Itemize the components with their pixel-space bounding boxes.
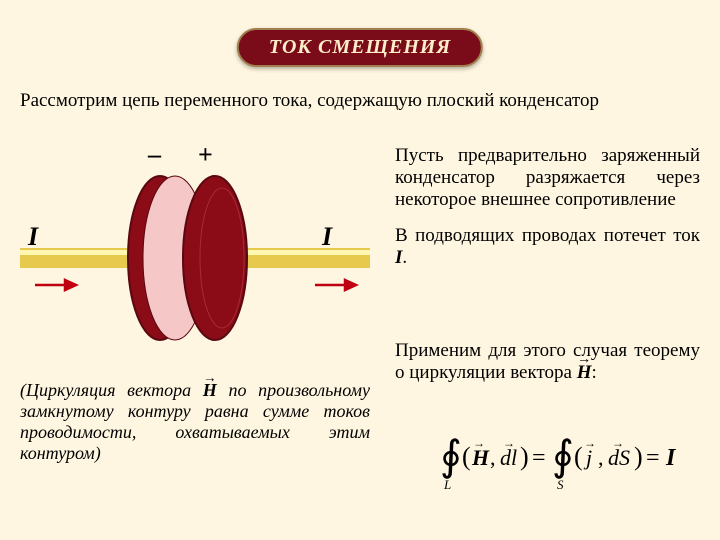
svg-text:): ) — [520, 442, 529, 471]
svg-text:L: L — [443, 477, 451, 492]
svg-text:): ) — [634, 442, 643, 471]
slide-title: ТОК СМЕЩЕНИЯ — [237, 28, 483, 67]
svg-text:∮: ∮ — [440, 434, 462, 480]
capacitor-svg — [20, 140, 370, 360]
svg-text:I: I — [665, 445, 677, 471]
minus-sign: – — [148, 140, 161, 170]
circulation-note: (Циркуляция вектора H по произвольному з… — [20, 380, 370, 464]
svg-text:(: ( — [574, 442, 583, 471]
current-label-left: I — [28, 222, 38, 252]
circ-a: (Циркуляция вектора — [20, 380, 203, 400]
vector-h-1: H — [203, 380, 217, 401]
right-p2-b: . — [402, 247, 407, 268]
plus-sign: + — [198, 140, 213, 170]
right-p2: В подводящих проводах потечет ток I. — [395, 225, 700, 269]
right-p1: Пусть предварительно заряженный конденса… — [395, 145, 700, 211]
svg-text:,: , — [490, 445, 496, 470]
svg-text:=: = — [646, 445, 660, 471]
vector-h-2: H — [577, 362, 592, 384]
svg-text:→: → — [473, 436, 485, 450]
svg-text:∮: ∮ — [552, 434, 574, 480]
right-column: Пусть предварительно заряженный конденса… — [395, 145, 700, 283]
circulation-formula: ∮ L ( H → , dl → ) = ∮ S ( j → , dS → ) … — [430, 425, 700, 501]
capacitor-diagram: – + I I — [20, 140, 370, 360]
intro-text: Рассмотрим цепь переменного тока, содерж… — [20, 90, 700, 112]
theorem-b: : — [591, 362, 596, 383]
svg-text:S: S — [557, 477, 564, 492]
theorem-text: Применим для этого случая теорему о цирк… — [395, 340, 700, 384]
svg-text:→: → — [503, 436, 515, 450]
svg-text:→: → — [584, 436, 596, 450]
svg-text:(: ( — [462, 442, 471, 471]
theorem-a: Применим для этого случая теорему о цирк… — [395, 340, 700, 383]
svg-text:→: → — [612, 436, 624, 450]
current-label-right: I — [322, 222, 332, 252]
right-p2-a: В подводящих проводах потечет ток — [395, 225, 700, 246]
svg-text:,: , — [598, 445, 604, 470]
svg-text:=: = — [532, 445, 546, 471]
